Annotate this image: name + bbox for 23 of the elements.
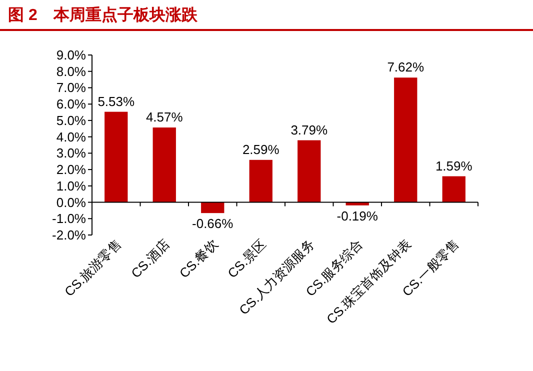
y-tick-label: 6.0%	[56, 96, 86, 112]
y-tick-label: 0.0%	[56, 194, 86, 210]
y-tick-label: 7.0%	[56, 80, 86, 96]
y-tick-label: 1.0%	[56, 178, 86, 194]
data-label: 7.62%	[387, 60, 424, 75]
x-tick-label: CS.餐饮	[176, 236, 221, 281]
data-label: 2.59%	[242, 142, 280, 157]
x-tick-label: CS.酒店	[128, 236, 172, 281]
chart-title: 图 2 本周重点子板块涨跌	[8, 6, 198, 24]
y-tick-label: -1.0%	[52, 211, 86, 226]
data-label: -0.66%	[192, 216, 234, 232]
data-label: 1.59%	[435, 158, 473, 174]
y-tick-label: 4.0%	[56, 129, 86, 144]
y-tick-label: -2.0%	[52, 228, 86, 242]
y-tick-label: 9.0%	[56, 48, 86, 62]
y-tick-label: 5.0%	[56, 112, 86, 128]
data-label: 5.53%	[98, 94, 135, 109]
data-label: 3.79%	[290, 122, 328, 138]
y-tick-label: 3.0%	[56, 146, 86, 161]
y-tick-label: 2.0%	[56, 162, 86, 178]
y-tick-label: 8.0%	[56, 64, 86, 79]
data-label: 4.57%	[146, 109, 184, 124]
data-label: -0.19%	[336, 208, 378, 224]
